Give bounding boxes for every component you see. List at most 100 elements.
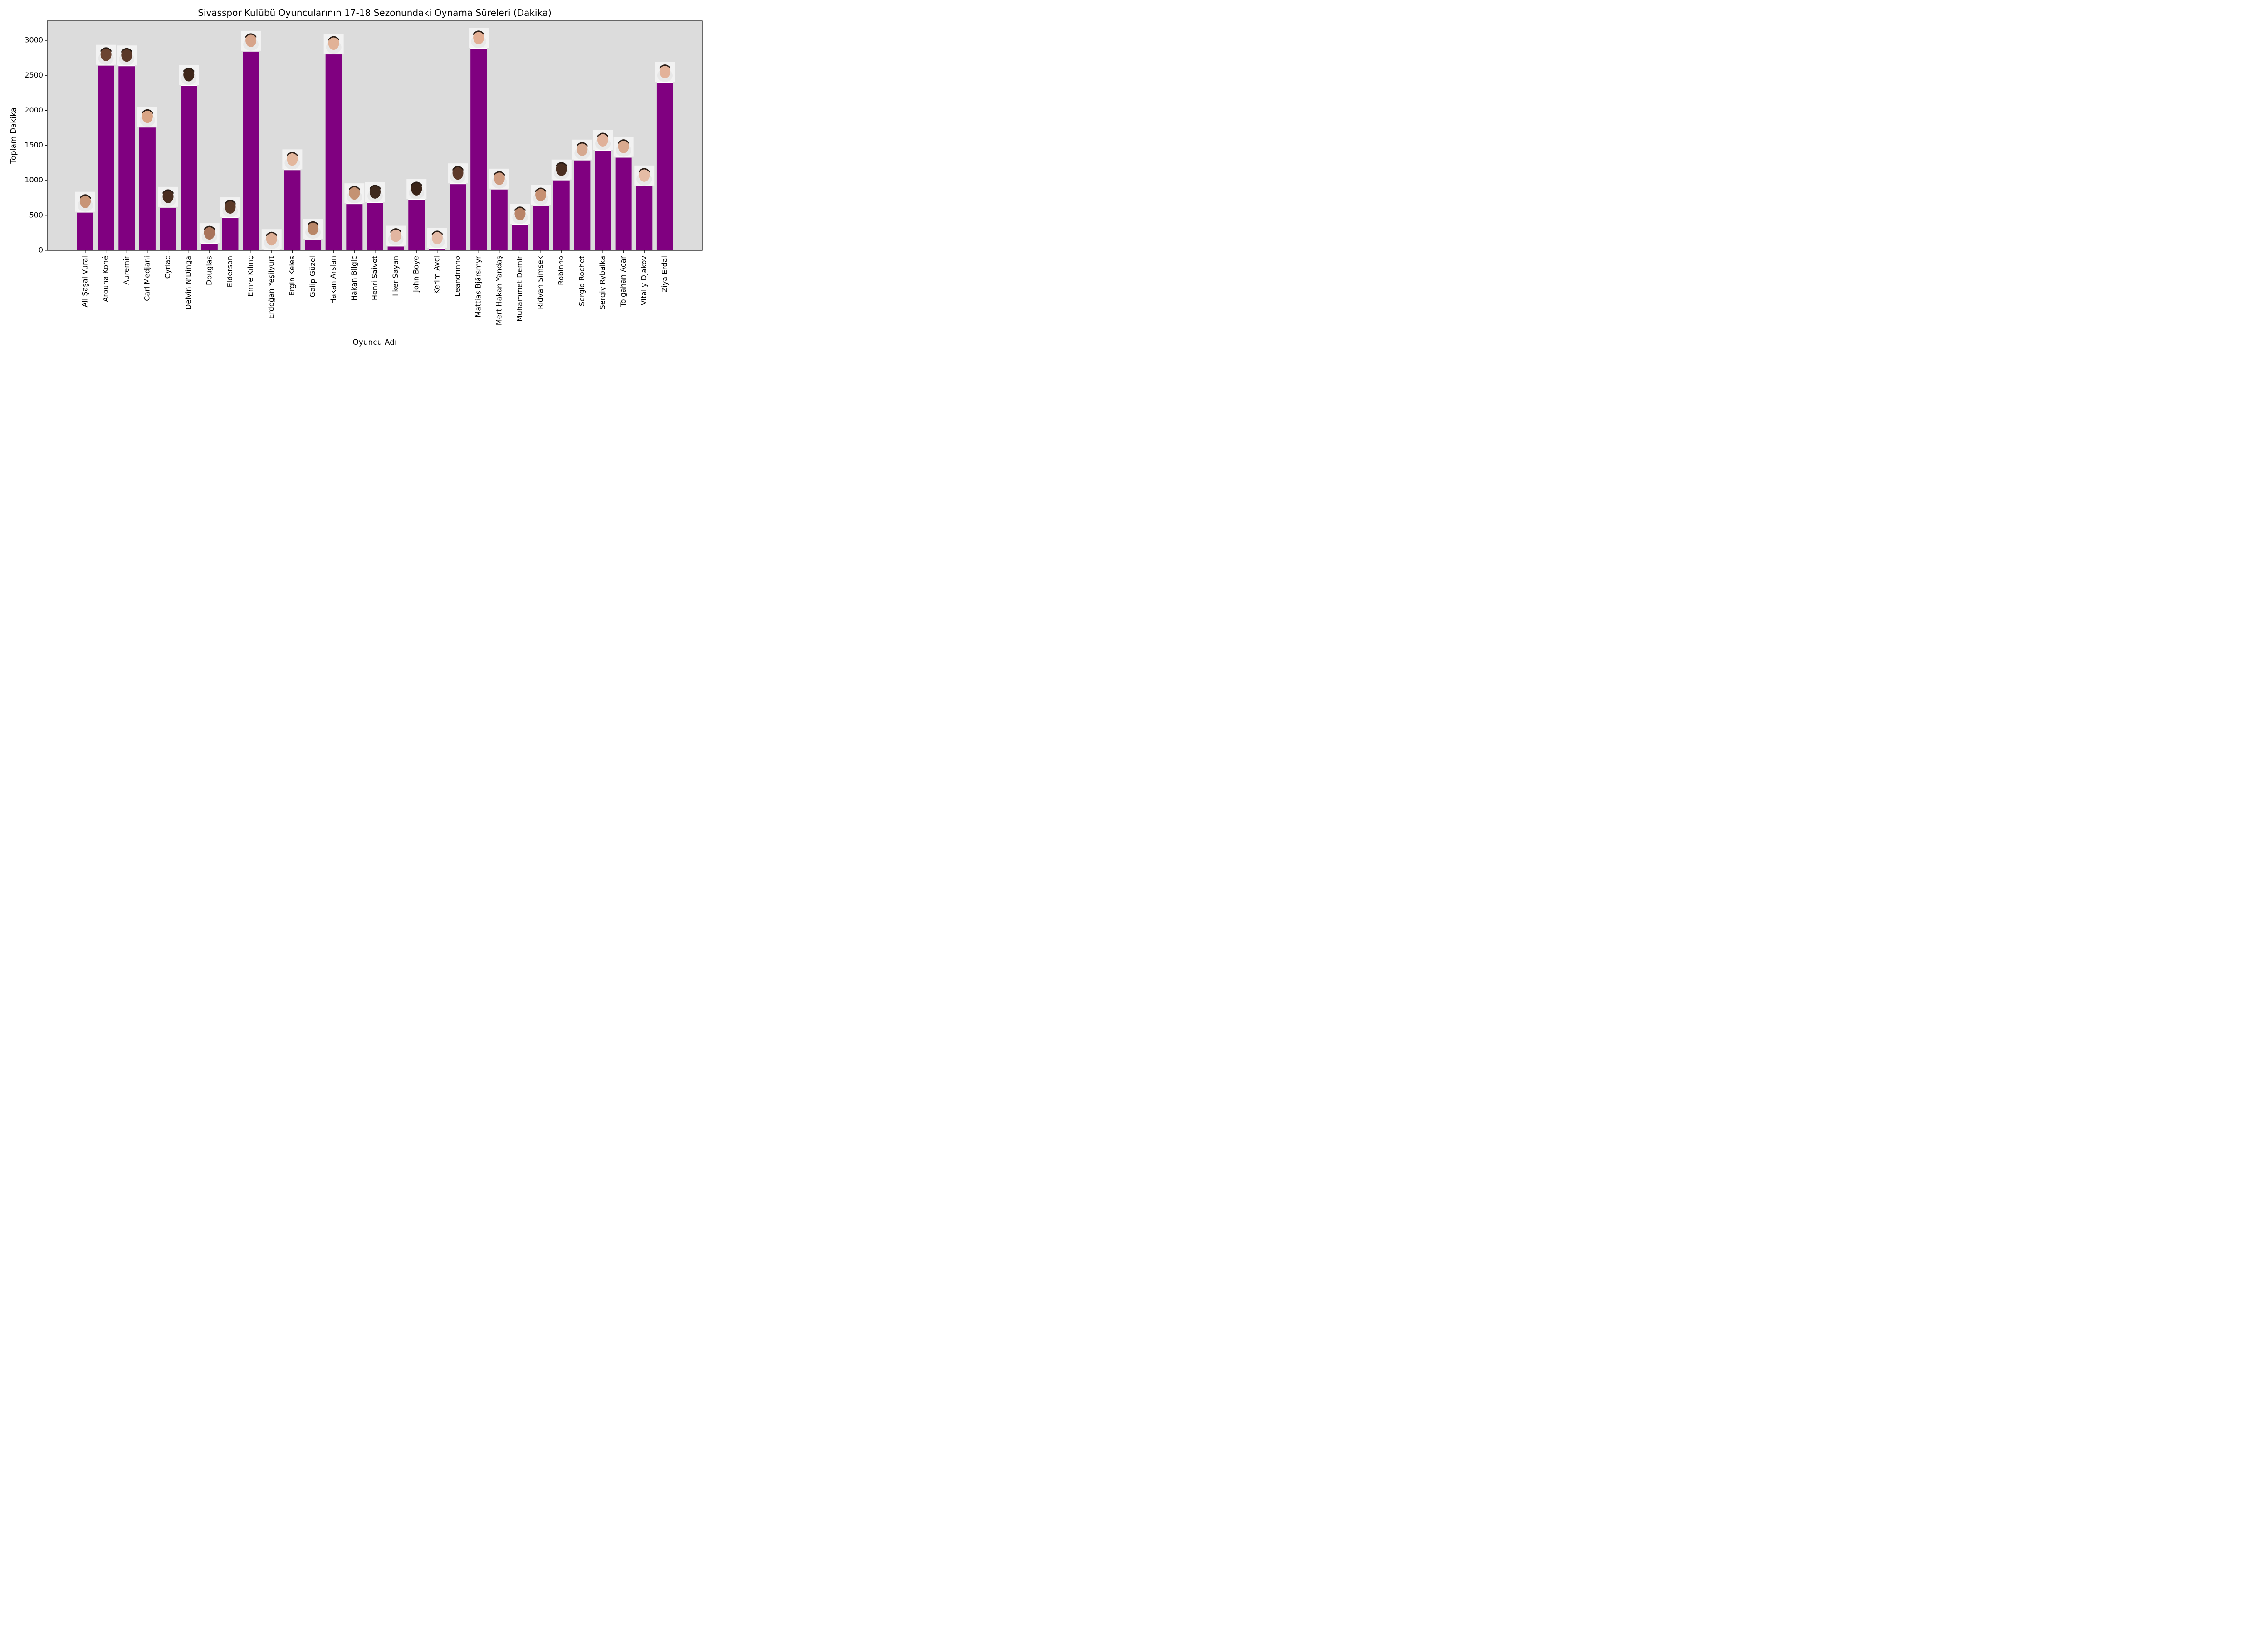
bar	[387, 246, 404, 250]
photo-face	[183, 68, 195, 82]
bar	[139, 127, 156, 250]
x-tick-label: Delvin N'Dinga	[184, 256, 193, 310]
x-tick-label: Robinho	[557, 256, 565, 285]
photo-hair	[659, 64, 670, 69]
photo-face	[328, 36, 339, 50]
photo-face	[577, 142, 588, 156]
y-tick-label: 0	[39, 246, 43, 254]
photo-hair	[80, 194, 91, 199]
bar	[595, 151, 611, 250]
photo-hair	[639, 168, 650, 173]
chart-svg: Sivasspor Kulübü Oyuncularının 17-18 Sez…	[9, 7, 703, 347]
x-tick-label: Ridvan Simsek	[536, 255, 545, 309]
y-tick-label: 2500	[24, 71, 43, 79]
bar	[450, 184, 466, 250]
photo-face	[452, 166, 464, 180]
photo-hair	[369, 185, 381, 190]
bar	[118, 66, 135, 250]
photo-hair	[308, 221, 319, 226]
bar	[553, 180, 570, 250]
x-tick-labels: Ali Şaşal Vural Arouna Koné Auremir Carl Me…	[81, 250, 669, 325]
photo-hair	[204, 225, 215, 231]
x-tick-label: Ali Şaşal Vural	[81, 256, 89, 307]
photo-face	[100, 47, 112, 61]
bar	[77, 212, 93, 250]
x-tick-label: Ergin Keles	[288, 256, 296, 296]
x-tick-label: Sergiy Rybalka	[598, 256, 607, 309]
plot-frame	[47, 20, 703, 251]
bar	[533, 206, 549, 250]
x-tick-label: John Boye	[412, 256, 420, 293]
bar	[656, 83, 673, 250]
bar	[367, 203, 383, 250]
bar	[325, 54, 342, 251]
y-tick-label: 1000	[24, 176, 43, 184]
photo-face	[121, 48, 132, 62]
photo-hair	[556, 162, 567, 167]
x-tick-label: Hakan Bilgic	[350, 256, 358, 301]
bar	[408, 200, 425, 250]
photo-hair	[121, 48, 132, 53]
photo-hair	[411, 181, 422, 186]
bar	[243, 51, 259, 250]
bar	[181, 86, 197, 250]
x-tick-label: Carl Medjani	[142, 256, 151, 301]
photo-face	[639, 168, 650, 182]
x-tick-label: Leandrinho	[453, 256, 462, 297]
photo-face	[390, 228, 401, 242]
photo-hair	[535, 187, 547, 193]
x-tick-label: Vitaliy Djakov	[640, 256, 648, 305]
photo-face	[535, 188, 547, 202]
photo-face	[266, 232, 277, 246]
y-tick-label: 3000	[24, 36, 43, 44]
x-tick-label: Mert Hakan Yandaş	[494, 256, 503, 325]
x-tick-label: Sergio Rochet	[577, 256, 586, 306]
photo-face	[369, 185, 381, 199]
photo-face	[204, 226, 215, 240]
photo-face	[659, 64, 670, 78]
photo-hair	[328, 36, 339, 41]
photo-face	[494, 171, 505, 185]
x-tick-label: Elderson	[225, 256, 234, 287]
y-tick-label: 500	[29, 210, 43, 219]
photo-face	[514, 206, 526, 220]
photo-face	[142, 109, 153, 123]
bar	[305, 240, 322, 250]
photo-face	[597, 132, 608, 147]
photo-hair	[597, 132, 608, 137]
photo-hair	[390, 228, 401, 233]
bar	[470, 49, 487, 251]
photo-face	[162, 189, 174, 203]
bar	[429, 249, 445, 250]
photo-face	[245, 33, 257, 47]
x-tick-label: Galip Güzel	[308, 256, 317, 298]
x-tick-label: Erdoğan Yeşilyurt	[267, 256, 275, 319]
photo-hair	[266, 231, 277, 237]
photo-hair	[494, 171, 505, 176]
x-tick-label: Tolgahan Acar	[619, 256, 627, 308]
photo-face	[287, 152, 298, 166]
bar	[491, 189, 508, 250]
photo-hair	[162, 189, 174, 194]
x-tick-label: Kerim Avci	[432, 256, 441, 294]
photo-face	[411, 181, 422, 196]
photo-hair	[514, 206, 526, 211]
x-tick-label: Mattias Bjärsmyr	[474, 256, 483, 318]
bars-group	[77, 48, 673, 251]
bar	[346, 204, 363, 250]
photo-face	[308, 221, 319, 235]
bar	[201, 244, 218, 250]
bar	[615, 157, 632, 250]
photo-hair	[473, 30, 484, 35]
x-tick-label: Arouna Koné	[101, 256, 110, 302]
photo-face	[431, 230, 443, 244]
y-axis-label: Toplam Dakika	[9, 108, 18, 164]
photo-face	[473, 30, 484, 44]
x-tick-label: Douglas	[205, 256, 213, 285]
photo-face	[225, 200, 236, 214]
y-tick-label: 2000	[24, 106, 43, 114]
x-tick-label: Auremir	[122, 256, 131, 285]
bar	[284, 170, 301, 250]
photo-face	[556, 162, 567, 176]
photo-face	[618, 139, 629, 153]
